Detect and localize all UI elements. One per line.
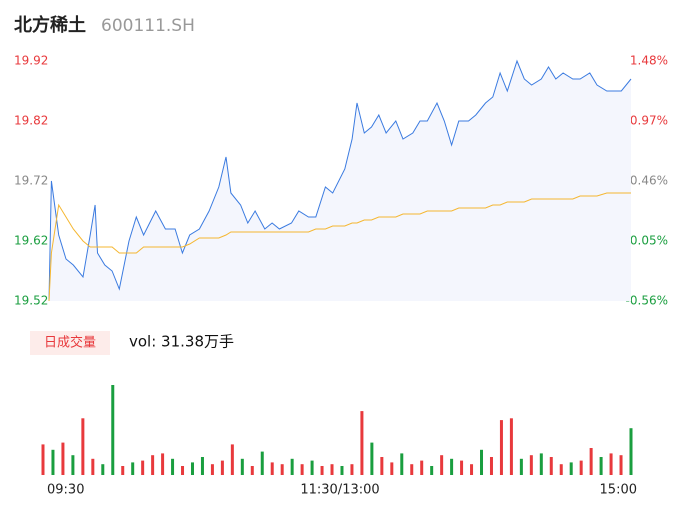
volume-button-label[interactable]: 日成交量 <box>44 335 96 351</box>
volume-bar <box>599 457 603 475</box>
volume-bar <box>440 455 444 475</box>
volume-bar <box>509 418 513 475</box>
y2-tick-label: 0.46% <box>630 174 668 188</box>
volume-bar <box>310 460 314 475</box>
volume-bar <box>230 444 234 475</box>
y-tick-label: 19.72 <box>14 174 48 188</box>
volume-bar <box>101 464 105 475</box>
volume-bar <box>181 466 185 475</box>
volume-button[interactable] <box>30 331 110 355</box>
price-area <box>49 61 631 301</box>
volume-bar <box>131 462 135 475</box>
volume-bar <box>200 457 204 475</box>
volume-bar <box>171 458 175 475</box>
volume-bar <box>350 464 354 475</box>
volume-bar <box>220 460 224 475</box>
volume-bar <box>480 449 484 475</box>
volume-bar <box>41 444 45 475</box>
volume-label: vol: 31.38万手 <box>129 333 234 351</box>
y2-tick-label: 1.48% <box>630 54 668 68</box>
stock-code: 600111.SH <box>101 16 195 36</box>
volume-bar <box>190 462 194 475</box>
volume-bar <box>460 460 464 475</box>
y2-tick-label: 0.97% <box>630 114 668 128</box>
volume-bar <box>470 464 474 475</box>
volume-bar <box>240 458 244 475</box>
volume-bar <box>400 453 404 475</box>
x-tick-label: 15:00 <box>600 483 637 498</box>
volume-bar <box>549 457 553 475</box>
volume-bar <box>51 449 55 475</box>
volume-bar <box>300 464 304 475</box>
average-line <box>48 192 631 302</box>
volume-bar <box>151 455 155 475</box>
volume-bar <box>489 457 493 475</box>
volume-bar <box>539 453 543 475</box>
volume-bar <box>61 442 65 475</box>
volume-bar <box>141 460 145 475</box>
volume-bar <box>111 385 115 475</box>
volume-bar <box>629 428 633 475</box>
volume-bar <box>519 458 523 475</box>
volume-bar <box>579 460 583 475</box>
volume-bar <box>410 464 414 475</box>
volume-bar <box>499 420 503 475</box>
y-tick-label: 19.62 <box>14 234 48 248</box>
y-tick-label: 19.52 <box>14 294 48 308</box>
y2-tick-label: -0.05% <box>626 234 668 248</box>
volume-bar <box>529 455 533 475</box>
volume-bar <box>71 455 75 475</box>
volume-bar <box>340 466 344 475</box>
volume-bar <box>370 442 374 475</box>
volume-bar <box>330 464 334 475</box>
volume-bar <box>430 466 434 475</box>
price-line <box>48 59 632 302</box>
volume-bar <box>619 455 623 475</box>
volume-bar <box>609 453 613 475</box>
volume-bar <box>380 457 384 475</box>
volume-bar <box>91 458 95 475</box>
volume-bar <box>121 466 125 475</box>
volume-bar <box>210 464 214 475</box>
volume-bar <box>260 451 264 475</box>
volume-bar <box>569 462 573 475</box>
x-tick-label: 11:30/13:00 <box>300 483 379 498</box>
volume-bar <box>81 418 85 475</box>
volume-bar <box>320 466 324 475</box>
volume-bar <box>270 462 274 475</box>
volume-bar <box>250 466 254 475</box>
stock-name: 北方稀土 <box>14 14 86 36</box>
volume-bar <box>280 464 284 475</box>
y-tick-label: 19.82 <box>14 114 48 128</box>
volume-bar <box>450 458 454 475</box>
volume-bar <box>161 453 165 475</box>
y2-tick-label: -0.56% <box>626 294 668 308</box>
volume-bar <box>360 411 364 475</box>
volume-bar <box>290 458 294 475</box>
y-tick-label: 19.92 <box>14 54 48 68</box>
volume-bar <box>589 448 593 475</box>
volume-bar <box>559 464 563 475</box>
volume-bar <box>390 462 394 475</box>
volume-bar <box>420 460 424 475</box>
x-tick-label: 09:30 <box>47 483 84 498</box>
